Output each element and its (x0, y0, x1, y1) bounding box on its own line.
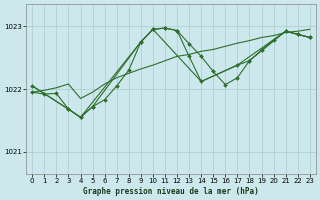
X-axis label: Graphe pression niveau de la mer (hPa): Graphe pression niveau de la mer (hPa) (83, 187, 259, 196)
